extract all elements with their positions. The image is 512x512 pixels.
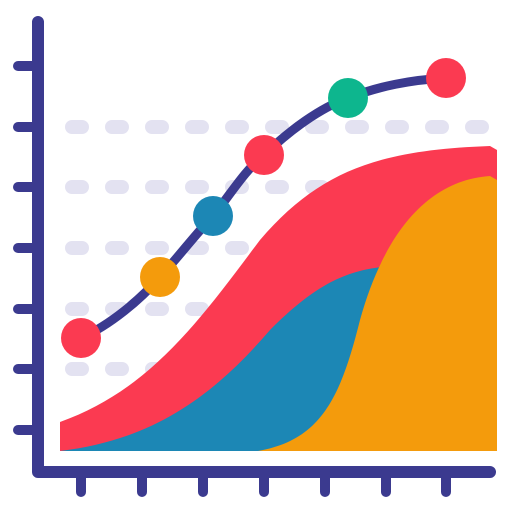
blue-area [60,266,390,451]
dot-red-1 [61,318,101,358]
axis-lines [32,16,496,478]
dot-orange [140,257,180,297]
dot-green [328,78,368,118]
dot-blue [193,196,233,236]
orange-area [258,176,497,451]
dot-red-3 [426,58,466,98]
y-ticks [13,61,43,435]
x-ticks [76,467,451,497]
dot-red-2 [244,135,284,175]
axes [13,16,496,497]
